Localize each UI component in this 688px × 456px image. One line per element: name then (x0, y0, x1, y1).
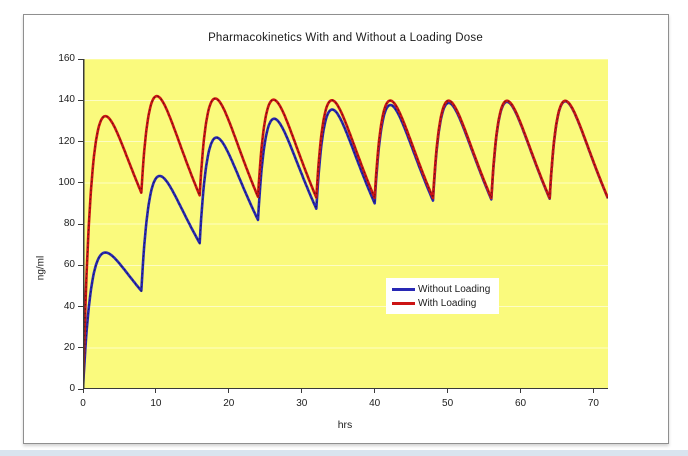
y-tick (78, 58, 83, 60)
series-line-with-loading (83, 94, 608, 389)
y-tick-label: 160 (58, 53, 75, 64)
x-tick-label: 10 (150, 398, 162, 409)
y-tick (78, 264, 83, 266)
y-tick-label: 140 (58, 94, 75, 106)
x-tick (228, 389, 230, 393)
x-tick (374, 389, 376, 393)
y-tick (78, 223, 83, 225)
x-tick (520, 389, 521, 393)
x-tick-label: 50 (442, 398, 454, 409)
x-axis-label: hrs (337, 419, 353, 431)
x-tick (301, 389, 303, 393)
x-tick (592, 389, 594, 393)
y-tick-label: 20 (63, 341, 75, 353)
chart-frame: Pharmacokinetics With and Without a Load… (23, 14, 669, 444)
y-tick (78, 141, 83, 142)
x-tick-label: 70 (587, 398, 599, 409)
y-tick-label: 60 (63, 259, 75, 271)
y-tick (78, 306, 83, 307)
legend-line-swatch-with-loading (392, 301, 415, 305)
chart-title: Pharmacokinetics With and Without a Load… (208, 32, 483, 44)
x-tick-label: 20 (223, 398, 235, 409)
x-tick-label: 30 (296, 398, 308, 409)
y-tick-label: 120 (58, 135, 75, 147)
legend-item-without-loading: Without Loading (392, 282, 490, 296)
legend-line-swatch-without-loading (392, 287, 415, 291)
y-tick (78, 182, 83, 184)
bottom-strip (0, 450, 688, 456)
legend-label-with-loading: With Loading (418, 297, 477, 309)
y-tick-label: 0 (69, 383, 75, 394)
legend-item-with-loading: With Loading (392, 296, 490, 310)
x-tick-label: 60 (514, 398, 527, 409)
legend: Without Loading With Loading (386, 278, 500, 314)
plot-svg (83, 59, 608, 389)
x-tick (155, 389, 157, 393)
series-markers-with-loading (83, 95, 608, 389)
y-tick (78, 347, 83, 349)
legend-label-without-loading: Without Loading (418, 283, 491, 295)
y-tick (78, 99, 83, 101)
plot-area: ng/ml (36, 59, 608, 389)
y-tick-label: 100 (58, 176, 75, 188)
x-tick (82, 389, 84, 393)
y-tick (78, 388, 83, 390)
y-tick-label: 40 (63, 300, 75, 312)
x-tick-label: 40 (369, 398, 381, 409)
x-tick-label: 0 (80, 398, 86, 409)
y-tick-label: 80 (63, 218, 75, 229)
x-tick (447, 389, 449, 393)
